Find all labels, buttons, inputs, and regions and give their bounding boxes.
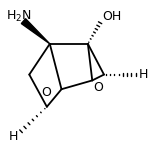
Text: H: H <box>9 130 18 143</box>
Text: H: H <box>139 68 148 81</box>
Text: O: O <box>41 86 51 99</box>
Text: O: O <box>94 80 104 93</box>
Polygon shape <box>21 19 50 44</box>
Text: OH: OH <box>102 10 122 23</box>
Text: H$_2$N: H$_2$N <box>6 9 31 24</box>
